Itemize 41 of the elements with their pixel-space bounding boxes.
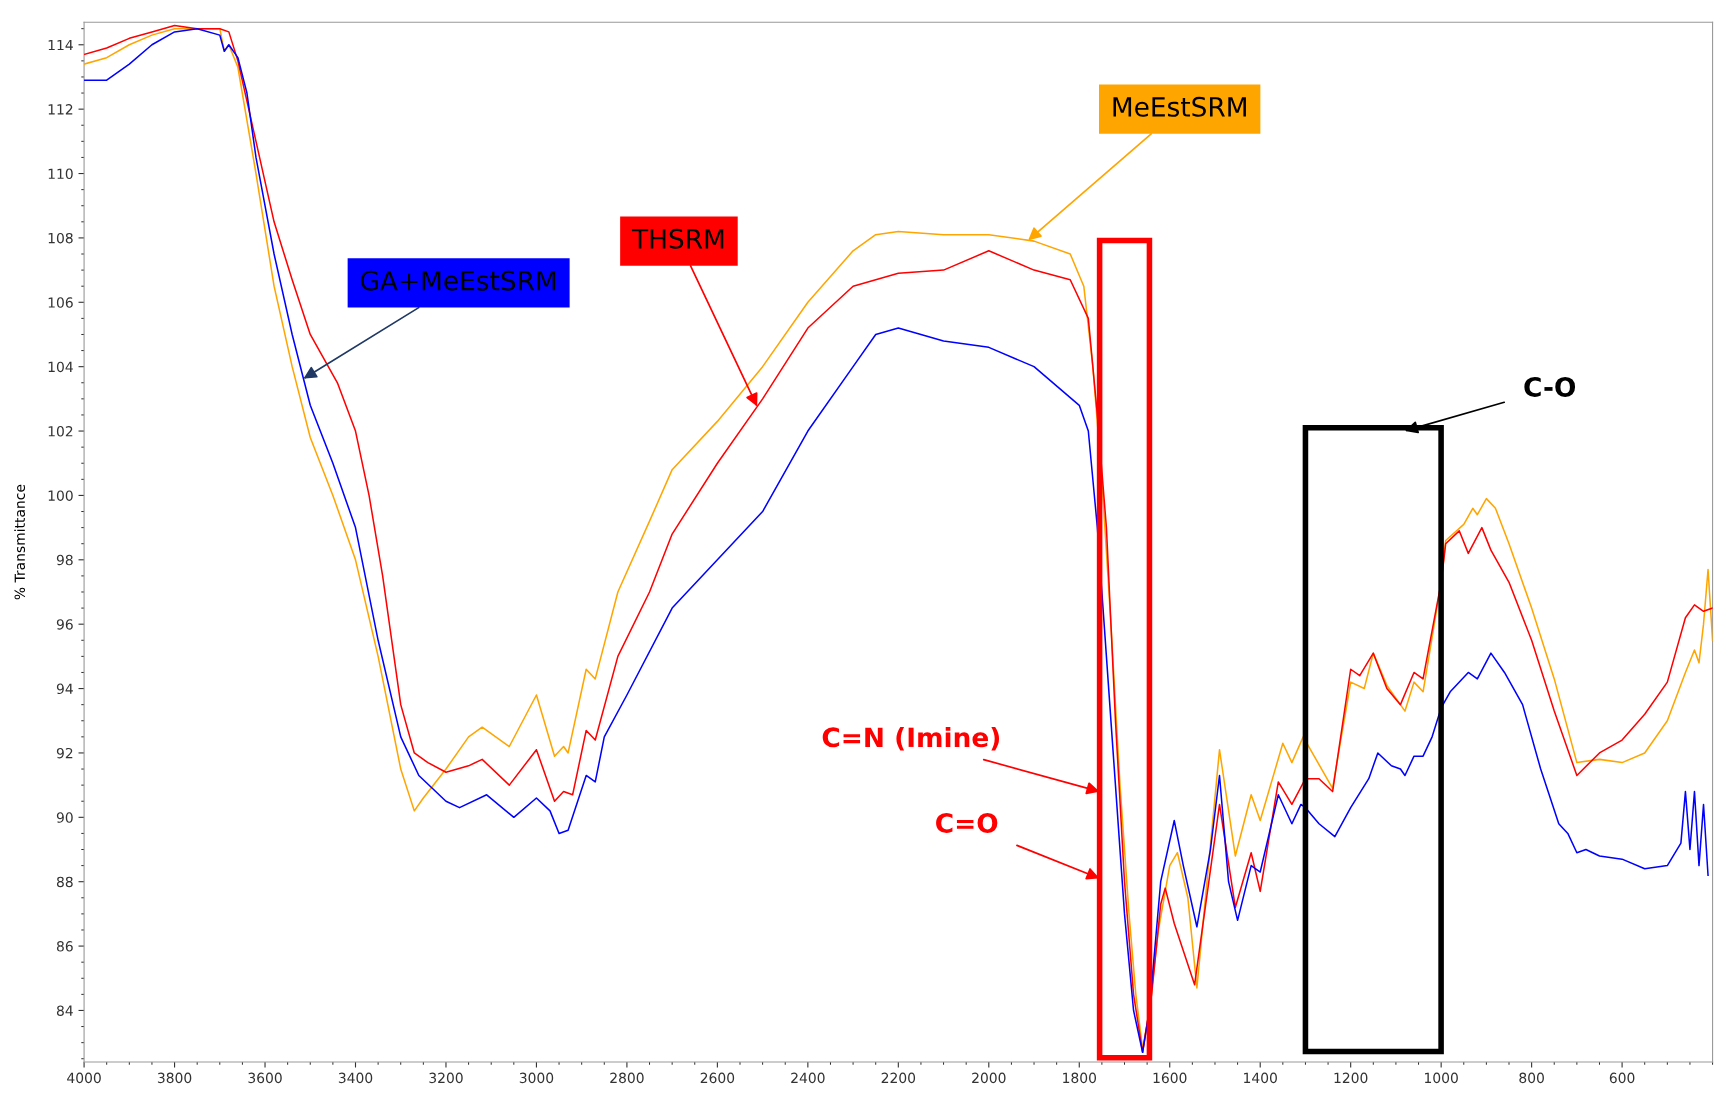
y-tick-label: 98 bbox=[56, 554, 73, 566]
annotation: C=N (Imine) bbox=[822, 726, 1000, 751]
x-tick-label: 1200 bbox=[1334, 1072, 1368, 1084]
x-tick-label: 4000 bbox=[67, 1072, 101, 1084]
y-tick-label: 96 bbox=[56, 619, 73, 630]
x-tick-label: 2200 bbox=[881, 1072, 916, 1084]
x-tick-label: 3800 bbox=[157, 1072, 192, 1084]
y-tick-label: 100 bbox=[48, 490, 73, 501]
y-tick-label: 106 bbox=[48, 297, 73, 308]
y-tick-label: 108 bbox=[48, 232, 73, 244]
x-tick-label: 1600 bbox=[1153, 1072, 1187, 1084]
x-tick-label: 2400 bbox=[791, 1072, 825, 1084]
y-tick-label: 112 bbox=[48, 104, 73, 115]
y-tick-label: 84 bbox=[56, 1005, 73, 1016]
y-tick-label: 110 bbox=[48, 168, 73, 179]
x-tick-label: 2000 bbox=[972, 1072, 1006, 1084]
x-tick-label: 3000 bbox=[519, 1072, 554, 1084]
annotation: C-O bbox=[1524, 376, 1576, 397]
y-tick-label: 114 bbox=[48, 39, 73, 51]
text: THSRM bbox=[631, 228, 724, 249]
y-tick-label: 92 bbox=[56, 747, 73, 759]
x-tick-label: 800 bbox=[1519, 1072, 1544, 1084]
x-tick-label: 600 bbox=[1609, 1072, 1635, 1084]
x-tick-label: 1000 bbox=[1425, 1072, 1458, 1084]
x-tick-label: 1400 bbox=[1244, 1072, 1277, 1084]
text: MeEstSRM bbox=[1113, 96, 1246, 117]
annotation: C=O bbox=[936, 813, 998, 833]
x-tick-label: 2600 bbox=[700, 1072, 735, 1084]
y-tick-label: 88 bbox=[56, 876, 73, 888]
y-tick-label: 102 bbox=[48, 426, 73, 437]
x-tick-label: 3400 bbox=[338, 1072, 373, 1084]
x-tick-label: 2800 bbox=[610, 1072, 644, 1084]
y-tick-label: 90 bbox=[56, 812, 73, 823]
x-tick-label: 3200 bbox=[429, 1072, 463, 1084]
y-axis-title: % Transmittance bbox=[14, 484, 26, 600]
text: GA+MeEstSRM bbox=[360, 270, 556, 291]
x-tick-label: 3600 bbox=[248, 1072, 282, 1084]
y-tick-label: 104 bbox=[48, 361, 73, 373]
y-tick-label: 86 bbox=[56, 941, 73, 952]
y-tick-label: 94 bbox=[56, 683, 73, 695]
x-tick-label: 1800 bbox=[1063, 1072, 1097, 1084]
